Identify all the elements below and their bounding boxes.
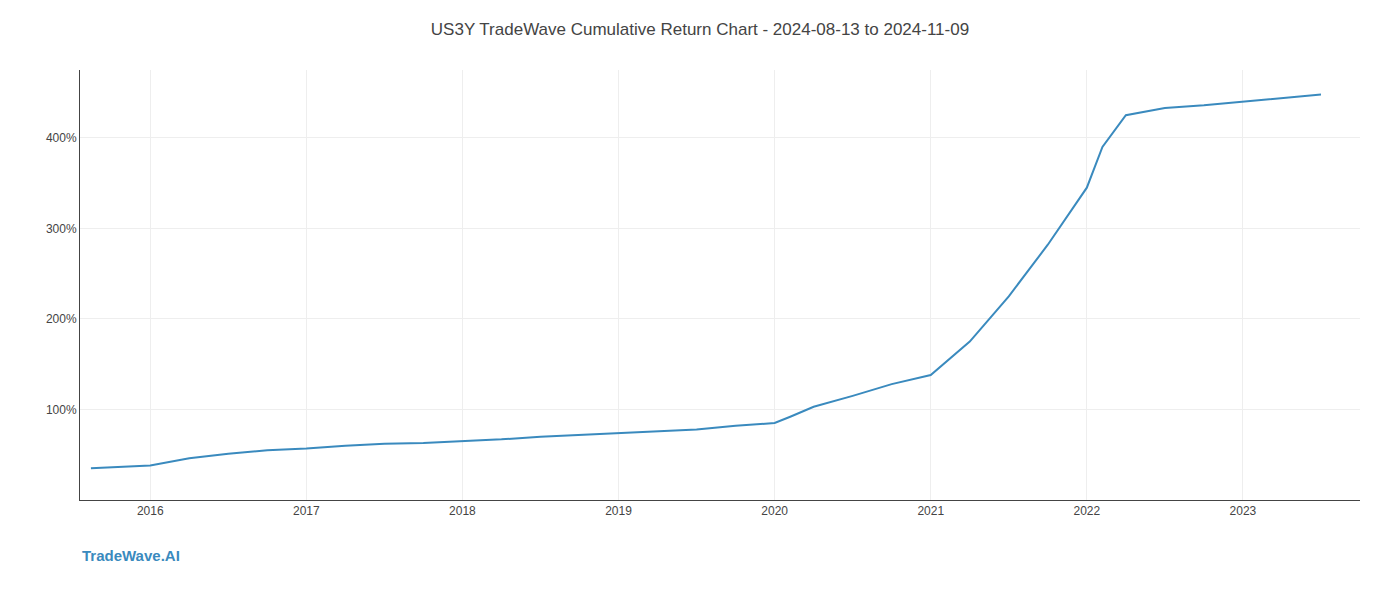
svg-text:400%: 400% <box>46 131 77 145</box>
svg-text:US3Y TradeWave Cumulative Retu: US3Y TradeWave Cumulative Return Chart -… <box>431 20 969 39</box>
svg-text:2021: 2021 <box>917 504 944 518</box>
svg-text:2016: 2016 <box>137 504 164 518</box>
svg-text:2018: 2018 <box>449 504 476 518</box>
svg-text:2023: 2023 <box>1230 504 1257 518</box>
svg-text:2019: 2019 <box>605 504 632 518</box>
svg-text:200%: 200% <box>46 312 77 326</box>
svg-text:300%: 300% <box>46 222 77 236</box>
svg-text:2022: 2022 <box>1073 504 1100 518</box>
svg-text:2017: 2017 <box>293 504 320 518</box>
svg-text:100%: 100% <box>46 403 77 417</box>
svg-text:2020: 2020 <box>761 504 788 518</box>
svg-text:TradeWave.AI: TradeWave.AI <box>82 547 180 564</box>
